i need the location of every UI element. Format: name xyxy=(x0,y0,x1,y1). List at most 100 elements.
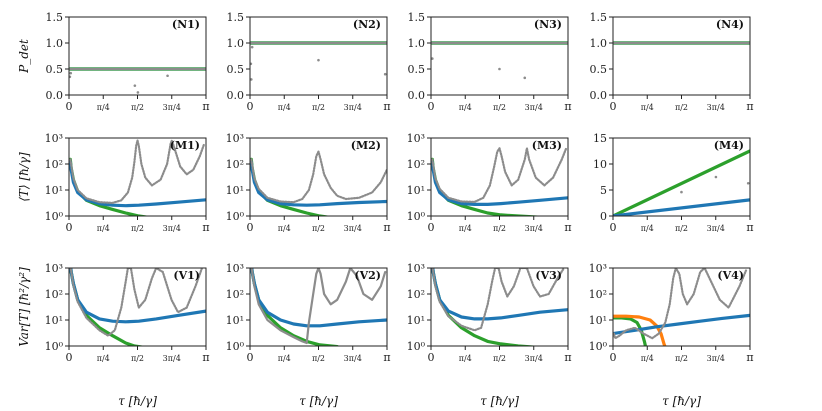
y-tick-label: 0 xyxy=(600,210,607,223)
x-tick-label: π xyxy=(564,351,571,364)
x-tick-label: π/4 xyxy=(97,224,110,233)
series-gray-line xyxy=(250,268,387,345)
panel-data xyxy=(69,139,206,216)
y-tick-label: 10⁰ xyxy=(226,340,245,353)
series-green-line xyxy=(431,268,537,346)
x-tick-label: π xyxy=(746,221,753,234)
series-gray-line xyxy=(431,268,566,332)
x-tick-label: π/4 xyxy=(97,354,110,363)
x-tick-label: 0 xyxy=(66,100,73,113)
series-gray-points-point xyxy=(250,78,253,81)
panel-variance-3: (V3) 10⁰ 10¹ 10² 10³ 0 π/4 π/2 3π/4 π xyxy=(407,262,572,364)
y-tick-label: 0.0 xyxy=(227,89,245,102)
x-tick-label: 0 xyxy=(66,221,73,234)
x-tick-label: 0 xyxy=(428,100,435,113)
y-tick-label: 10² xyxy=(45,288,63,301)
series-green-line xyxy=(250,157,330,216)
x-tick-label: 0 xyxy=(610,351,617,364)
series-gray-points-point xyxy=(746,181,750,185)
series-green-line xyxy=(69,157,149,216)
x-tick-label: π xyxy=(383,221,390,234)
y-axis-label: ⟨T⟩ [ħ/γ] xyxy=(17,152,31,202)
y-tick-label: 10⁰ xyxy=(45,340,64,353)
y-tick-label: 0.5 xyxy=(227,63,245,76)
x-tick-label: π xyxy=(383,351,390,364)
panel-label: (V4) xyxy=(717,269,744,282)
series-gray-points-point xyxy=(714,175,718,179)
x-tick-label: π/2 xyxy=(312,103,325,112)
x-tick-label: π/2 xyxy=(675,224,688,233)
panel-label: (V3) xyxy=(535,269,562,282)
panel-data xyxy=(613,268,750,346)
x-axis-label: τ [ħ/γ] xyxy=(480,394,519,408)
x-tick-label: 3π/4 xyxy=(163,224,181,233)
y-tick-label: 1.0 xyxy=(590,37,608,50)
panel-label: (N2) xyxy=(353,18,381,31)
x-tick-label: π/2 xyxy=(493,354,506,363)
x-tick-label: 0 xyxy=(247,351,254,364)
panel-data xyxy=(69,67,206,94)
series-gray-points-point xyxy=(136,91,140,94)
panel-data xyxy=(431,41,568,80)
x-tick-label: 0 xyxy=(66,351,73,364)
panel-label: (M3) xyxy=(532,139,562,152)
x-tick-label: π xyxy=(383,100,390,113)
x-tick-label: 3π/4 xyxy=(525,103,543,112)
x-tick-label: π xyxy=(202,351,209,364)
y-tick-label: 10 xyxy=(593,158,607,171)
x-tick-label: 3π/4 xyxy=(163,354,181,363)
panel-mean-4: (M4) 0 5 10 15 0 π/4 π/2 3π/4 π xyxy=(593,132,754,234)
panel-data xyxy=(431,268,568,346)
x-tick-label: π xyxy=(202,100,209,113)
panel-P_det-2: (N2) 0.0 0.5 1.0 1.5 0 π/4 π/2 3π/4 π xyxy=(227,11,391,113)
y-tick-label: 10² xyxy=(45,158,63,171)
y-tick-label: 0.5 xyxy=(46,63,64,76)
x-tick-label: π/4 xyxy=(278,103,291,112)
x-tick-label: π/2 xyxy=(131,103,144,112)
series-gray-points-point xyxy=(317,58,320,62)
y-tick-label: 10³ xyxy=(45,132,63,145)
y-tick-label: 15 xyxy=(593,132,607,145)
y-tick-label: 0.0 xyxy=(408,89,426,102)
y-tick-label: 10³ xyxy=(407,262,425,275)
panel-data xyxy=(250,150,387,216)
x-tick-label: 3π/4 xyxy=(344,224,362,233)
y-tick-label: 1.5 xyxy=(408,11,426,24)
x-axis-label: τ [ħ/γ] xyxy=(662,394,701,408)
x-tick-label: 0 xyxy=(247,100,254,113)
y-tick-label: 1.5 xyxy=(46,11,64,24)
x-tick-label: π/2 xyxy=(131,224,144,233)
y-tick-label: 1.0 xyxy=(227,37,245,50)
series-blue-line xyxy=(613,198,750,216)
series-gray-points-point xyxy=(166,74,169,78)
y-tick-label: 10⁰ xyxy=(407,340,426,353)
panel-P_det-1: (N1) 0.0 0.5 1.0 1.5 0 π/4 π/2 3π/4 π xyxy=(46,11,210,113)
panel-variance-1: (V1) 10⁰ 10¹ 10² 10³ 0 π/4 π/2 3π/4 π xyxy=(45,262,210,364)
panel-variance-2: (V2) 10⁰ 10¹ 10² 10³ 0 π/4 π/2 3π/4 π xyxy=(226,262,391,364)
x-tick-label: π xyxy=(746,100,753,113)
y-tick-label: 10¹ xyxy=(226,184,244,197)
x-tick-label: π/4 xyxy=(278,354,291,363)
y-tick-label: 10² xyxy=(226,158,244,171)
x-tick-label: π xyxy=(746,351,753,364)
series-blue-line xyxy=(613,313,750,336)
series-gray-line xyxy=(69,139,206,204)
series-gray-line xyxy=(69,268,204,337)
x-tick-label: 3π/4 xyxy=(707,103,725,112)
x-tick-label: 3π/4 xyxy=(707,354,725,363)
panel-label: (M4) xyxy=(714,139,744,152)
series-gray-points-point xyxy=(523,76,527,80)
y-axis-label: Var[T] [ħ²/γ²] xyxy=(17,267,31,347)
y-tick-label: 10¹ xyxy=(407,184,425,197)
y-tick-label: 10² xyxy=(407,158,425,171)
y-axis-label: P_det xyxy=(17,39,31,74)
y-tick-label: 1.0 xyxy=(408,37,426,50)
y-tick-label: 10¹ xyxy=(589,314,607,327)
panel-label: (N3) xyxy=(534,18,562,31)
y-tick-label: 0.5 xyxy=(408,63,426,76)
x-tick-label: 3π/4 xyxy=(525,224,543,233)
series-green-line xyxy=(613,149,750,216)
series-gray-points-point xyxy=(431,57,434,60)
x-tick-label: π/4 xyxy=(459,224,472,233)
